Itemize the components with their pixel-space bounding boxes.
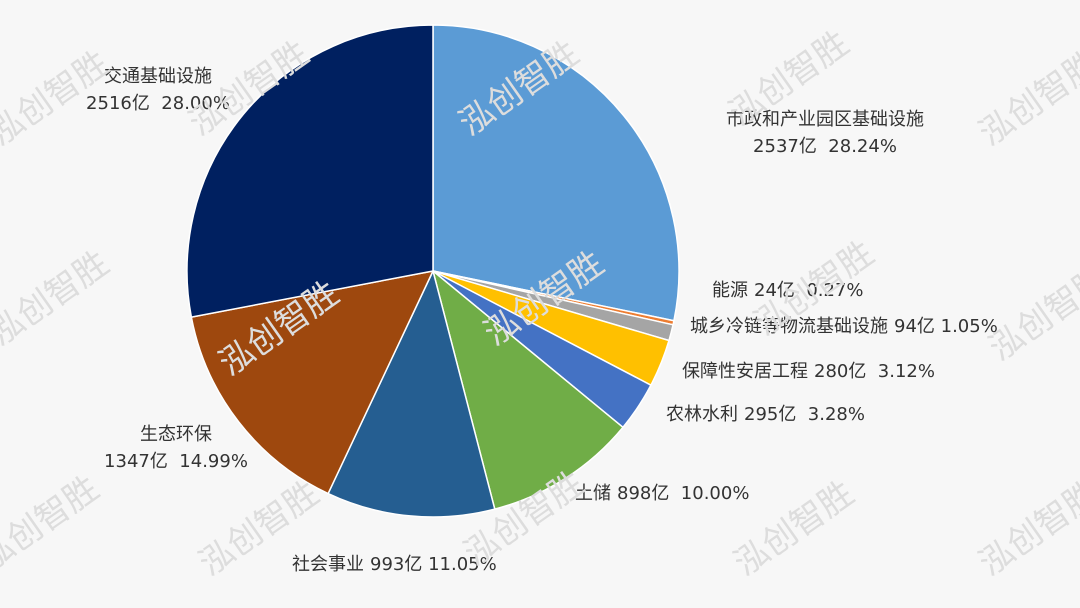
value-label: 2516亿 28.00% [86, 93, 230, 114]
watermark: 泓创智胜 [0, 468, 106, 579]
pie-slice [327, 268, 496, 518]
slice-label: 保障性安居工程 280亿 3.12% [682, 361, 935, 382]
value-label: 94亿 1.05% [894, 316, 998, 337]
pie-slice [431, 268, 624, 511]
category-label: 市政和产业园区基础设施 [726, 109, 924, 130]
watermark: 泓创智胜 [982, 258, 1080, 369]
category-label: 能源 [712, 280, 748, 301]
category-label: 城乡冷链等物流基础设施 [690, 316, 888, 337]
watermark: 泓创智胜 [0, 243, 116, 354]
pie-slice [432, 24, 680, 322]
watermark: 泓创智胜 [972, 473, 1080, 584]
category-label: 交通基础设施 [104, 66, 212, 87]
category-label: 社会事业 [292, 554, 364, 575]
category-label: 生态环保 [140, 424, 212, 445]
slice-label: 城乡冷链等物流基础设施 94亿 1.05% [690, 316, 998, 337]
slice-label: 农林水利 295亿 3.28% [666, 404, 865, 425]
pie-slice [190, 269, 435, 495]
slice-label: 社会事业 993亿 11.05% [292, 554, 497, 575]
value-label: 993亿 11.05% [370, 554, 497, 575]
slice-label: 能源 24亿 0.27% [712, 280, 864, 301]
watermark: 泓创智胜 [972, 43, 1080, 154]
value-label: 280亿 3.12% [814, 361, 935, 382]
value-label: 2537亿 28.24% [753, 136, 897, 157]
category-label: 土储 [575, 483, 611, 504]
value-label: 1347亿 14.99% [104, 451, 248, 472]
category-label: 农林水利 [666, 404, 738, 425]
pie-slice [186, 24, 434, 318]
value-label: 295亿 3.28% [744, 404, 865, 425]
category-label: 保障性安居工程 [682, 361, 808, 382]
slice-label: 土储 898亿 10.00% [575, 483, 749, 504]
value-label: 24亿 0.27% [754, 280, 864, 301]
value-label: 898亿 10.00% [617, 483, 749, 504]
